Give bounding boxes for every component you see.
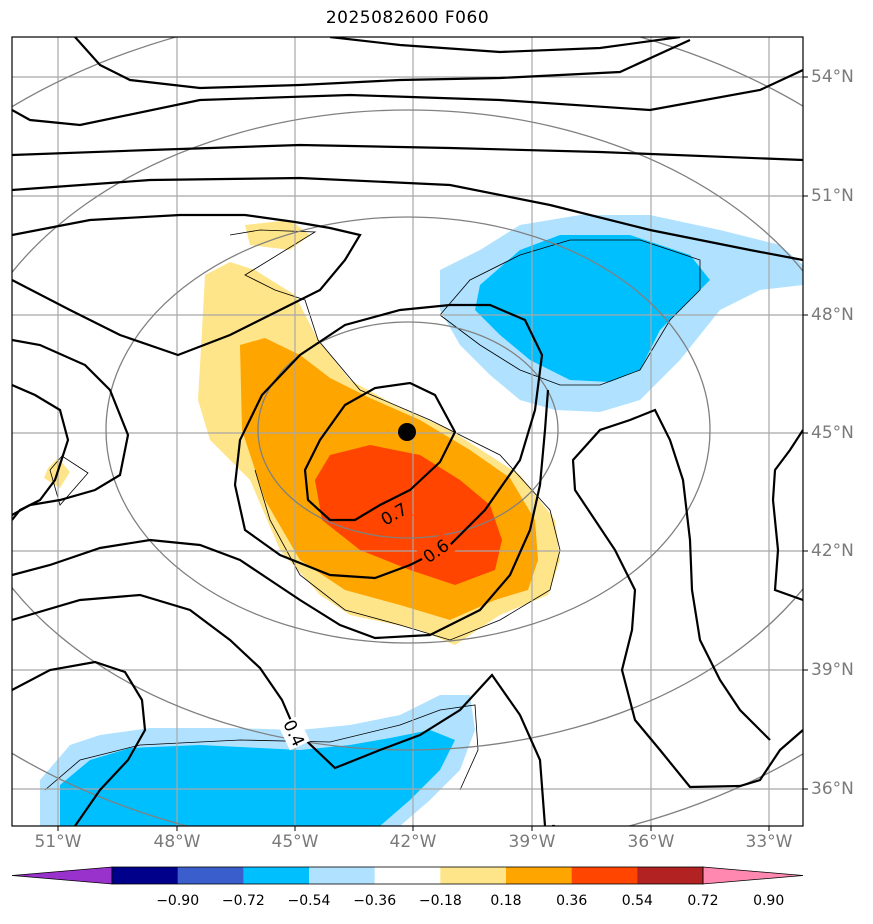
colorbar-segment xyxy=(112,867,179,884)
lon-label-42w: 42°W xyxy=(389,832,437,852)
map-frame xyxy=(11,36,804,827)
colorbar-segment xyxy=(506,867,573,884)
lat-label-42n: 42°N xyxy=(811,541,854,561)
contour-0.4 xyxy=(12,660,147,826)
lat-label-51n: 51°N xyxy=(811,186,854,206)
colorbar-tick-label: −0.36 xyxy=(353,893,397,909)
colorbar-segment xyxy=(177,867,244,884)
lon-label-39w: 39°W xyxy=(508,832,556,852)
colorbar-tick-label: −0.18 xyxy=(418,893,462,909)
colorbar-segment xyxy=(243,867,310,884)
lat-label-39n: 39°N xyxy=(811,660,854,680)
colorbar-tick-label: −0.54 xyxy=(287,893,331,909)
plot-title: 2025082600 F060 xyxy=(325,8,490,28)
lon-label-45w: 45°W xyxy=(271,832,319,852)
colorbar-segment xyxy=(374,867,441,884)
colorbar-tick-label: −0.90 xyxy=(156,893,200,909)
lon-label-48w: 48°W xyxy=(153,832,201,852)
contour-mid xyxy=(12,213,362,357)
colorbar-tick-label: 0.54 xyxy=(621,893,653,909)
colorbar-segment xyxy=(440,867,507,884)
colorbar-segment xyxy=(309,867,376,884)
contour-0.7 xyxy=(303,381,457,522)
lon-label-51w: 51°W xyxy=(34,832,82,852)
colorbar-tick-label: 0.90 xyxy=(753,893,785,909)
shade-positive-0.18-b xyxy=(245,220,310,250)
colorbar-extend-low xyxy=(11,866,113,885)
colorbar-extend-high xyxy=(702,866,804,885)
lat-label-48n: 48°N xyxy=(811,305,854,325)
lon-label-33w: 33°W xyxy=(745,832,793,852)
colorbar-tick-label: 0.36 xyxy=(556,893,588,909)
colorbar-segment xyxy=(571,867,638,884)
contour-0.6 xyxy=(233,303,544,580)
lat-label-54n: 54°N xyxy=(811,67,854,87)
shade-negative-0.36-south xyxy=(60,730,455,826)
lon-label-36w: 36°W xyxy=(627,832,675,852)
colorbar-tick-label: −0.72 xyxy=(221,893,265,909)
lat-label-45n: 45°N xyxy=(811,423,854,443)
storm-center-marker xyxy=(398,423,416,441)
colorbar-segment xyxy=(637,867,704,884)
colorbar-tick-label: 0.72 xyxy=(687,893,719,909)
colorbar-tick-label: 0.18 xyxy=(490,893,522,909)
colorbar xyxy=(11,866,804,885)
colorbar-outline xyxy=(111,866,704,885)
lat-label-36n: 36°N xyxy=(811,779,854,799)
